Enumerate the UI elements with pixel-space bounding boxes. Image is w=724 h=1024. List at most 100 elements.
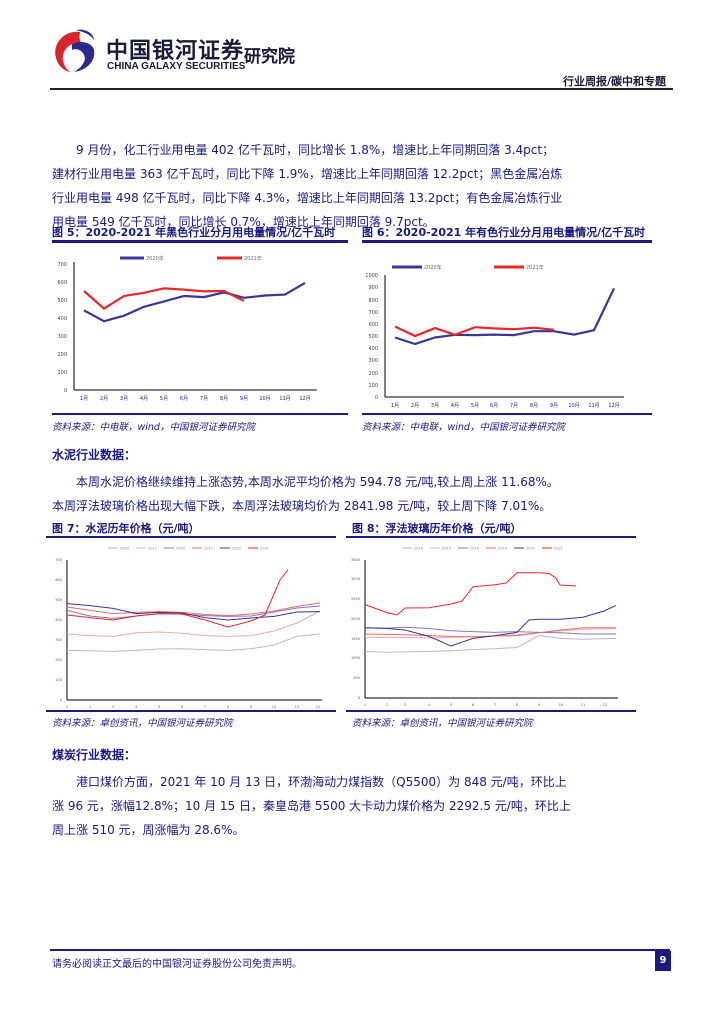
svg-text:10: 10	[272, 705, 276, 709]
figure-8-top-rule	[346, 536, 636, 538]
svg-text:2: 2	[386, 703, 388, 707]
coal-paragraph: 港口煤价方面，2021 年 10 月 13 日，环渤海动力煤指数（Q5500）为…	[52, 770, 652, 842]
svg-text:2021: 2021	[554, 547, 563, 551]
svg-text:0: 0	[64, 388, 67, 394]
footer-disclaimer: 请务必阅读正文最后的中国银河证券股份公司免责声明。	[52, 959, 302, 970]
svg-text:1000: 1000	[365, 273, 378, 279]
svg-text:8: 8	[516, 703, 518, 707]
svg-text:10: 10	[559, 703, 563, 707]
svg-text:7: 7	[204, 705, 206, 709]
svg-text:4: 4	[428, 703, 431, 707]
svg-text:200: 200	[57, 352, 67, 358]
coal-line-2: 涨 96 元，涨幅12.8%；10 月 15 日，秦皇岛港 5500 大卡动力煤…	[52, 799, 571, 813]
svg-text:2月: 2月	[411, 403, 419, 409]
figure-8-chart: 2016 2017 2018 2019 2020 2021 0500100015…	[351, 547, 618, 707]
svg-text:4月: 4月	[451, 403, 459, 409]
svg-text:6: 6	[181, 705, 183, 709]
svg-text:2016: 2016	[120, 547, 129, 551]
svg-text:2021年: 2021年	[526, 264, 544, 271]
figure-7-bottom-rule	[46, 710, 336, 712]
svg-text:10月: 10月	[259, 396, 270, 402]
header: 中国银河证券 CHINA GALAXY SECURITIES 研究院 行业周报/…	[0, 0, 724, 100]
svg-text:12月: 12月	[608, 403, 619, 409]
svg-text:2020: 2020	[526, 547, 535, 551]
svg-text:2500: 2500	[351, 597, 360, 601]
intro-line-2: 建材行业用电量 363 亿千瓦时，同比下降 1.9%，增速比上年同期回落 12.…	[52, 167, 563, 181]
footer-divider	[50, 949, 670, 951]
svg-text:2020: 2020	[232, 547, 241, 551]
svg-text:2016: 2016	[414, 547, 423, 551]
figure-7-chart: 2016 2017 2018 2019 2020 2021 0 100 200 300…	[55, 547, 322, 709]
svg-text:6月: 6月	[180, 396, 188, 402]
figure-5-source: 资料来源：中电联，wind，中国银河证券研究院	[52, 422, 255, 433]
svg-text:6: 6	[472, 703, 474, 707]
svg-text:5: 5	[158, 705, 160, 709]
header-divider	[50, 88, 673, 90]
svg-text:500: 500	[353, 676, 360, 680]
figure-5: 图 5：2020-2021 年黑色行业分月用电量情况/亿千瓦时 2020年 20…	[52, 224, 348, 434]
figure-6-title: 图 6：2020-2021 年有色行业分月用电量情况/亿千瓦时	[362, 226, 646, 239]
svg-text:800: 800	[368, 298, 378, 304]
svg-text:0: 0	[60, 698, 62, 702]
svg-text:12月: 12月	[299, 396, 310, 402]
svg-text:9月: 9月	[240, 396, 248, 402]
svg-text:3000: 3000	[351, 577, 360, 581]
coal-line-3: 周上涨 510 元，周涨幅为 28.6%。	[52, 823, 245, 837]
cement-line-2: 本周浮法玻璃价格出现大幅下跌，本周浮法玻璃均价为 2841.98 元/吨，较上周…	[52, 499, 552, 513]
svg-text:700: 700	[57, 262, 67, 268]
svg-text:8月: 8月	[530, 403, 538, 409]
svg-text:3: 3	[404, 703, 406, 707]
figure-6: 图 6：2020-2021 年有色行业分月用电量情况/亿千瓦时 2020年 20…	[362, 224, 658, 434]
svg-text:600: 600	[55, 578, 62, 582]
intro-line-1: 9 月份，化工行业用电量 402 亿千瓦时，同比增长 1.8%，增速比上年同期回…	[76, 143, 555, 157]
svg-text:2019: 2019	[498, 547, 507, 551]
intro-line-4: 用电量 549 亿千瓦时，同比增长 0.7%，增速比上年同期回落 9.7pct。	[52, 215, 435, 229]
svg-text:6月: 6月	[490, 403, 498, 409]
svg-text:12: 12	[603, 703, 607, 707]
svg-text:5: 5	[450, 703, 452, 707]
figure-7-top-rule	[46, 536, 336, 538]
figure-6-top-rule	[362, 240, 652, 243]
svg-text:2: 2	[89, 705, 91, 709]
svg-text:1月: 1月	[391, 403, 399, 409]
svg-text:2019: 2019	[204, 547, 213, 551]
svg-text:500: 500	[368, 334, 378, 340]
svg-text:11: 11	[295, 705, 299, 709]
svg-text:2017: 2017	[442, 547, 451, 551]
svg-text:1000: 1000	[351, 656, 360, 660]
svg-text:2018: 2018	[176, 547, 185, 551]
figure-8-source: 资料来源：卓创资讯，中国银河证券研究院	[352, 718, 533, 729]
svg-text:100: 100	[55, 678, 62, 682]
svg-text:8月: 8月	[220, 396, 228, 402]
svg-text:0: 0	[358, 696, 360, 700]
svg-text:600: 600	[368, 322, 378, 328]
svg-text:600: 600	[57, 280, 67, 286]
svg-text:10月: 10月	[568, 403, 579, 409]
svg-text:2020年: 2020年	[424, 264, 442, 271]
svg-text:9月: 9月	[550, 403, 558, 409]
coal-section-title: 煤炭行业数据：	[52, 748, 137, 762]
svg-text:1月: 1月	[80, 396, 88, 402]
svg-text:2021: 2021	[260, 547, 269, 551]
svg-text:8: 8	[227, 705, 229, 709]
cement-paragraph: 本周水泥价格继续维持上涨态势,本周水泥平均价格为 594.78 元/吨,较上周上…	[52, 470, 652, 518]
svg-text:300: 300	[57, 334, 67, 340]
svg-text:300: 300	[55, 638, 62, 642]
figure-6-bottom-rule	[362, 413, 652, 415]
intro-paragraph: 9 月份，化工行业用电量 402 亿千瓦时，同比增长 1.8%，增速比上年同期回…	[52, 138, 612, 234]
svg-text:11月: 11月	[588, 403, 599, 409]
svg-text:400: 400	[55, 618, 62, 622]
svg-text:300: 300	[368, 358, 378, 364]
svg-text:500: 500	[55, 598, 62, 602]
galaxy-logo-icon	[55, 29, 95, 72]
page-number: 9	[655, 951, 671, 971]
svg-text:1500: 1500	[351, 637, 360, 641]
svg-text:12: 12	[316, 705, 320, 709]
svg-text:100: 100	[368, 383, 378, 389]
svg-text:3500: 3500	[351, 558, 360, 562]
svg-text:100: 100	[57, 370, 67, 376]
figure-6-source: 资料来源：中电联，wind，中国银河证券研究院	[362, 422, 565, 433]
svg-text:4月: 4月	[140, 396, 148, 402]
cement-line-1: 本周水泥价格继续维持上涨态势,本周水泥平均价格为 594.78 元/吨,较上周上…	[76, 475, 559, 489]
svg-text:5月: 5月	[471, 403, 479, 409]
